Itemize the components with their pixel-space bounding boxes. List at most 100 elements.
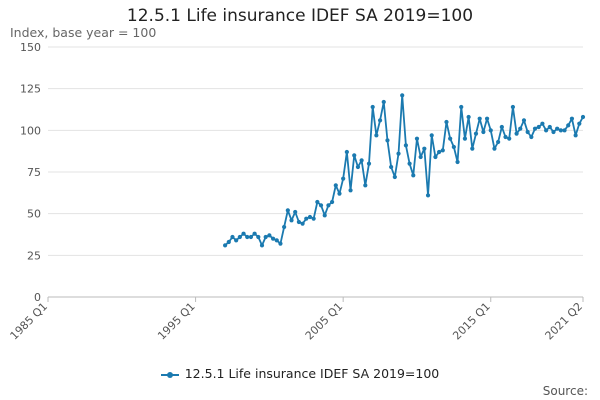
data-point[interactable]: [551, 129, 556, 135]
data-point[interactable]: [532, 126, 538, 131]
data-point[interactable]: [429, 133, 434, 138]
x-tick-label: 1985 Q1: [8, 300, 51, 343]
data-point[interactable]: [414, 136, 420, 141]
data-point[interactable]: [241, 231, 246, 236]
data-point[interactable]: [473, 131, 479, 136]
data-point[interactable]: [307, 214, 313, 220]
data-point[interactable]: [267, 233, 272, 238]
data-point[interactable]: [315, 199, 320, 205]
data-point[interactable]: [529, 134, 534, 140]
data-point[interactable]: [411, 173, 416, 178]
data-point[interactable]: [547, 124, 552, 130]
data-point[interactable]: [352, 153, 357, 158]
data-point[interactable]: [525, 129, 530, 135]
data-point[interactable]: [234, 238, 239, 243]
data-point[interactable]: [496, 139, 501, 145]
data-point[interactable]: [370, 104, 375, 110]
data-point[interactable]: [400, 93, 405, 98]
data-point[interactable]: [440, 148, 445, 153]
data-point[interactable]: [481, 129, 486, 135]
legend[interactable]: 12.5.1 Life insurance IDEF SA 2019=100: [0, 366, 600, 381]
data-point[interactable]: [503, 134, 508, 140]
data-point[interactable]: [285, 208, 290, 213]
data-point[interactable]: [518, 126, 523, 131]
data-point[interactable]: [274, 238, 279, 243]
data-point[interactable]: [418, 154, 423, 160]
data-point[interactable]: [396, 151, 401, 156]
data-point[interactable]: [341, 176, 346, 181]
data-point[interactable]: [381, 99, 386, 105]
data-point[interactable]: [326, 203, 331, 208]
data-point[interactable]: [252, 231, 257, 236]
data-point[interactable]: [577, 121, 582, 126]
data-point[interactable]: [540, 121, 545, 126]
data-point[interactable]: [569, 116, 575, 121]
data-point[interactable]: [270, 236, 276, 241]
data-point[interactable]: [304, 216, 309, 221]
data-point[interactable]: [377, 118, 383, 123]
data-point[interactable]: [484, 116, 490, 121]
data-point[interactable]: [425, 193, 431, 198]
data-point[interactable]: [470, 146, 475, 151]
data-point[interactable]: [422, 146, 427, 151]
data-point[interactable]: [293, 209, 298, 215]
data-point[interactable]: [348, 188, 353, 193]
data-point[interactable]: [230, 234, 235, 240]
data-point[interactable]: [355, 164, 361, 170]
data-point[interactable]: [248, 234, 254, 240]
data-point[interactable]: [282, 224, 287, 230]
data-point[interactable]: [466, 114, 471, 120]
data-point[interactable]: [318, 203, 324, 208]
data-point[interactable]: [477, 116, 482, 121]
data-point[interactable]: [330, 199, 335, 205]
data-point[interactable]: [444, 119, 449, 125]
data-point[interactable]: [544, 128, 549, 133]
data-point[interactable]: [389, 164, 394, 170]
data-point[interactable]: [289, 218, 294, 223]
data-point[interactable]: [359, 158, 364, 163]
data-point[interactable]: [555, 126, 560, 131]
data-point[interactable]: [296, 219, 301, 225]
data-point[interactable]: [580, 114, 586, 120]
data-point[interactable]: [245, 234, 250, 240]
data-point[interactable]: [374, 133, 379, 138]
data-point[interactable]: [278, 241, 283, 246]
data-point[interactable]: [451, 144, 456, 150]
data-point[interactable]: [462, 136, 468, 141]
data-point[interactable]: [322, 213, 327, 218]
data-point[interactable]: [573, 133, 578, 138]
data-point[interactable]: [263, 234, 268, 240]
data-point[interactable]: [558, 128, 563, 133]
data-point[interactable]: [392, 174, 397, 180]
data-point[interactable]: [433, 154, 438, 160]
data-point[interactable]: [437, 149, 442, 155]
data-point[interactable]: [363, 183, 368, 188]
data-point[interactable]: [510, 104, 515, 110]
data-point[interactable]: [488, 128, 493, 133]
data-point[interactable]: [521, 118, 527, 123]
data-point[interactable]: [237, 234, 242, 240]
data-point[interactable]: [337, 191, 342, 196]
data-point[interactable]: [514, 131, 519, 136]
data-point[interactable]: [407, 161, 412, 166]
data-point[interactable]: [499, 124, 504, 130]
data-point[interactable]: [448, 136, 453, 141]
data-point[interactable]: [300, 221, 305, 226]
data-point[interactable]: [333, 183, 338, 188]
data-point[interactable]: [366, 161, 372, 166]
data-point[interactable]: [562, 128, 567, 133]
data-point[interactable]: [536, 124, 541, 130]
data-point[interactable]: [385, 138, 390, 143]
data-point[interactable]: [256, 234, 261, 240]
data-point[interactable]: [226, 239, 231, 245]
data-point[interactable]: [492, 146, 497, 151]
data-point[interactable]: [459, 104, 464, 110]
data-point[interactable]: [507, 136, 512, 141]
data-point[interactable]: [259, 243, 265, 248]
data-point[interactable]: [344, 149, 349, 155]
data-point[interactable]: [311, 216, 316, 221]
data-point[interactable]: [455, 159, 460, 165]
data-point[interactable]: [566, 123, 571, 128]
data-point[interactable]: [403, 143, 408, 148]
data-point[interactable]: [223, 243, 228, 248]
